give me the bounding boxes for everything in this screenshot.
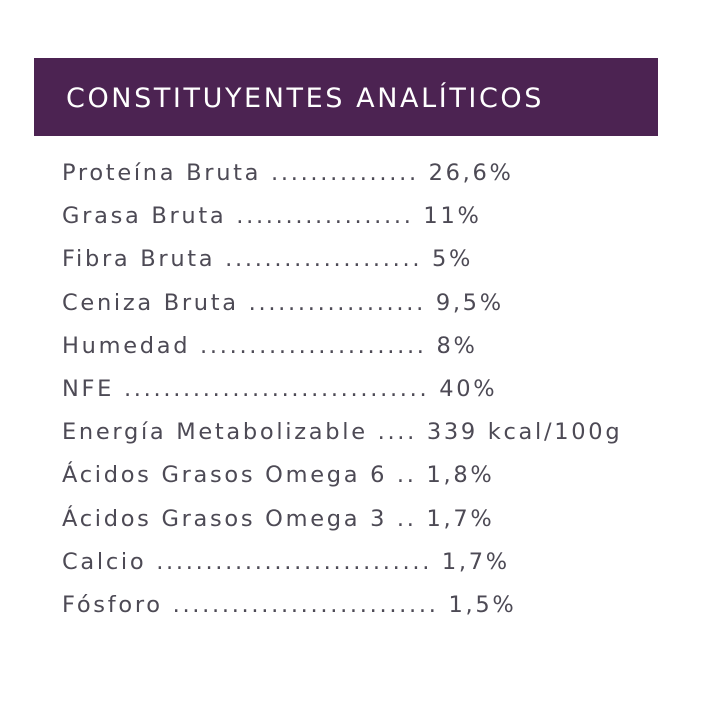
row-ceniza-bruta: Ceniza Bruta .................. 9,5% (62, 289, 504, 316)
row-fosforo: Fósforo ........................... 1,5% (62, 591, 517, 618)
row-proteina-bruta: Proteína Bruta ............... 26,6% (62, 160, 514, 186)
row-fibra-bruta: Fibra Bruta .................... 5% (62, 246, 474, 273)
section-header: CONSTITUYENTES ANALÍTICOS (34, 58, 658, 136)
row-calcio: Calcio ............................ 1,7% (62, 548, 510, 575)
row-omega-3: Ácidos Grasos Omega 3 .. 1,7% (62, 505, 495, 532)
row-humedad: Humedad ....................... 8% (62, 332, 478, 359)
analytical-constituents-list: Proteína Bruta ............... 26,6% Gra… (62, 152, 712, 627)
row-energia-metabolizable: Energía Metabolizable .... 339 kcal/100g (62, 419, 623, 446)
row-nfe: NFE ............................... 40% (62, 375, 498, 402)
row-grasa-bruta: Grasa Bruta .................. 11% (62, 203, 482, 230)
row-omega-6: Ácidos Grasos Omega 6 .. 1,8% (62, 462, 495, 489)
section-title: CONSTITUYENTES ANALÍTICOS (66, 82, 545, 114)
